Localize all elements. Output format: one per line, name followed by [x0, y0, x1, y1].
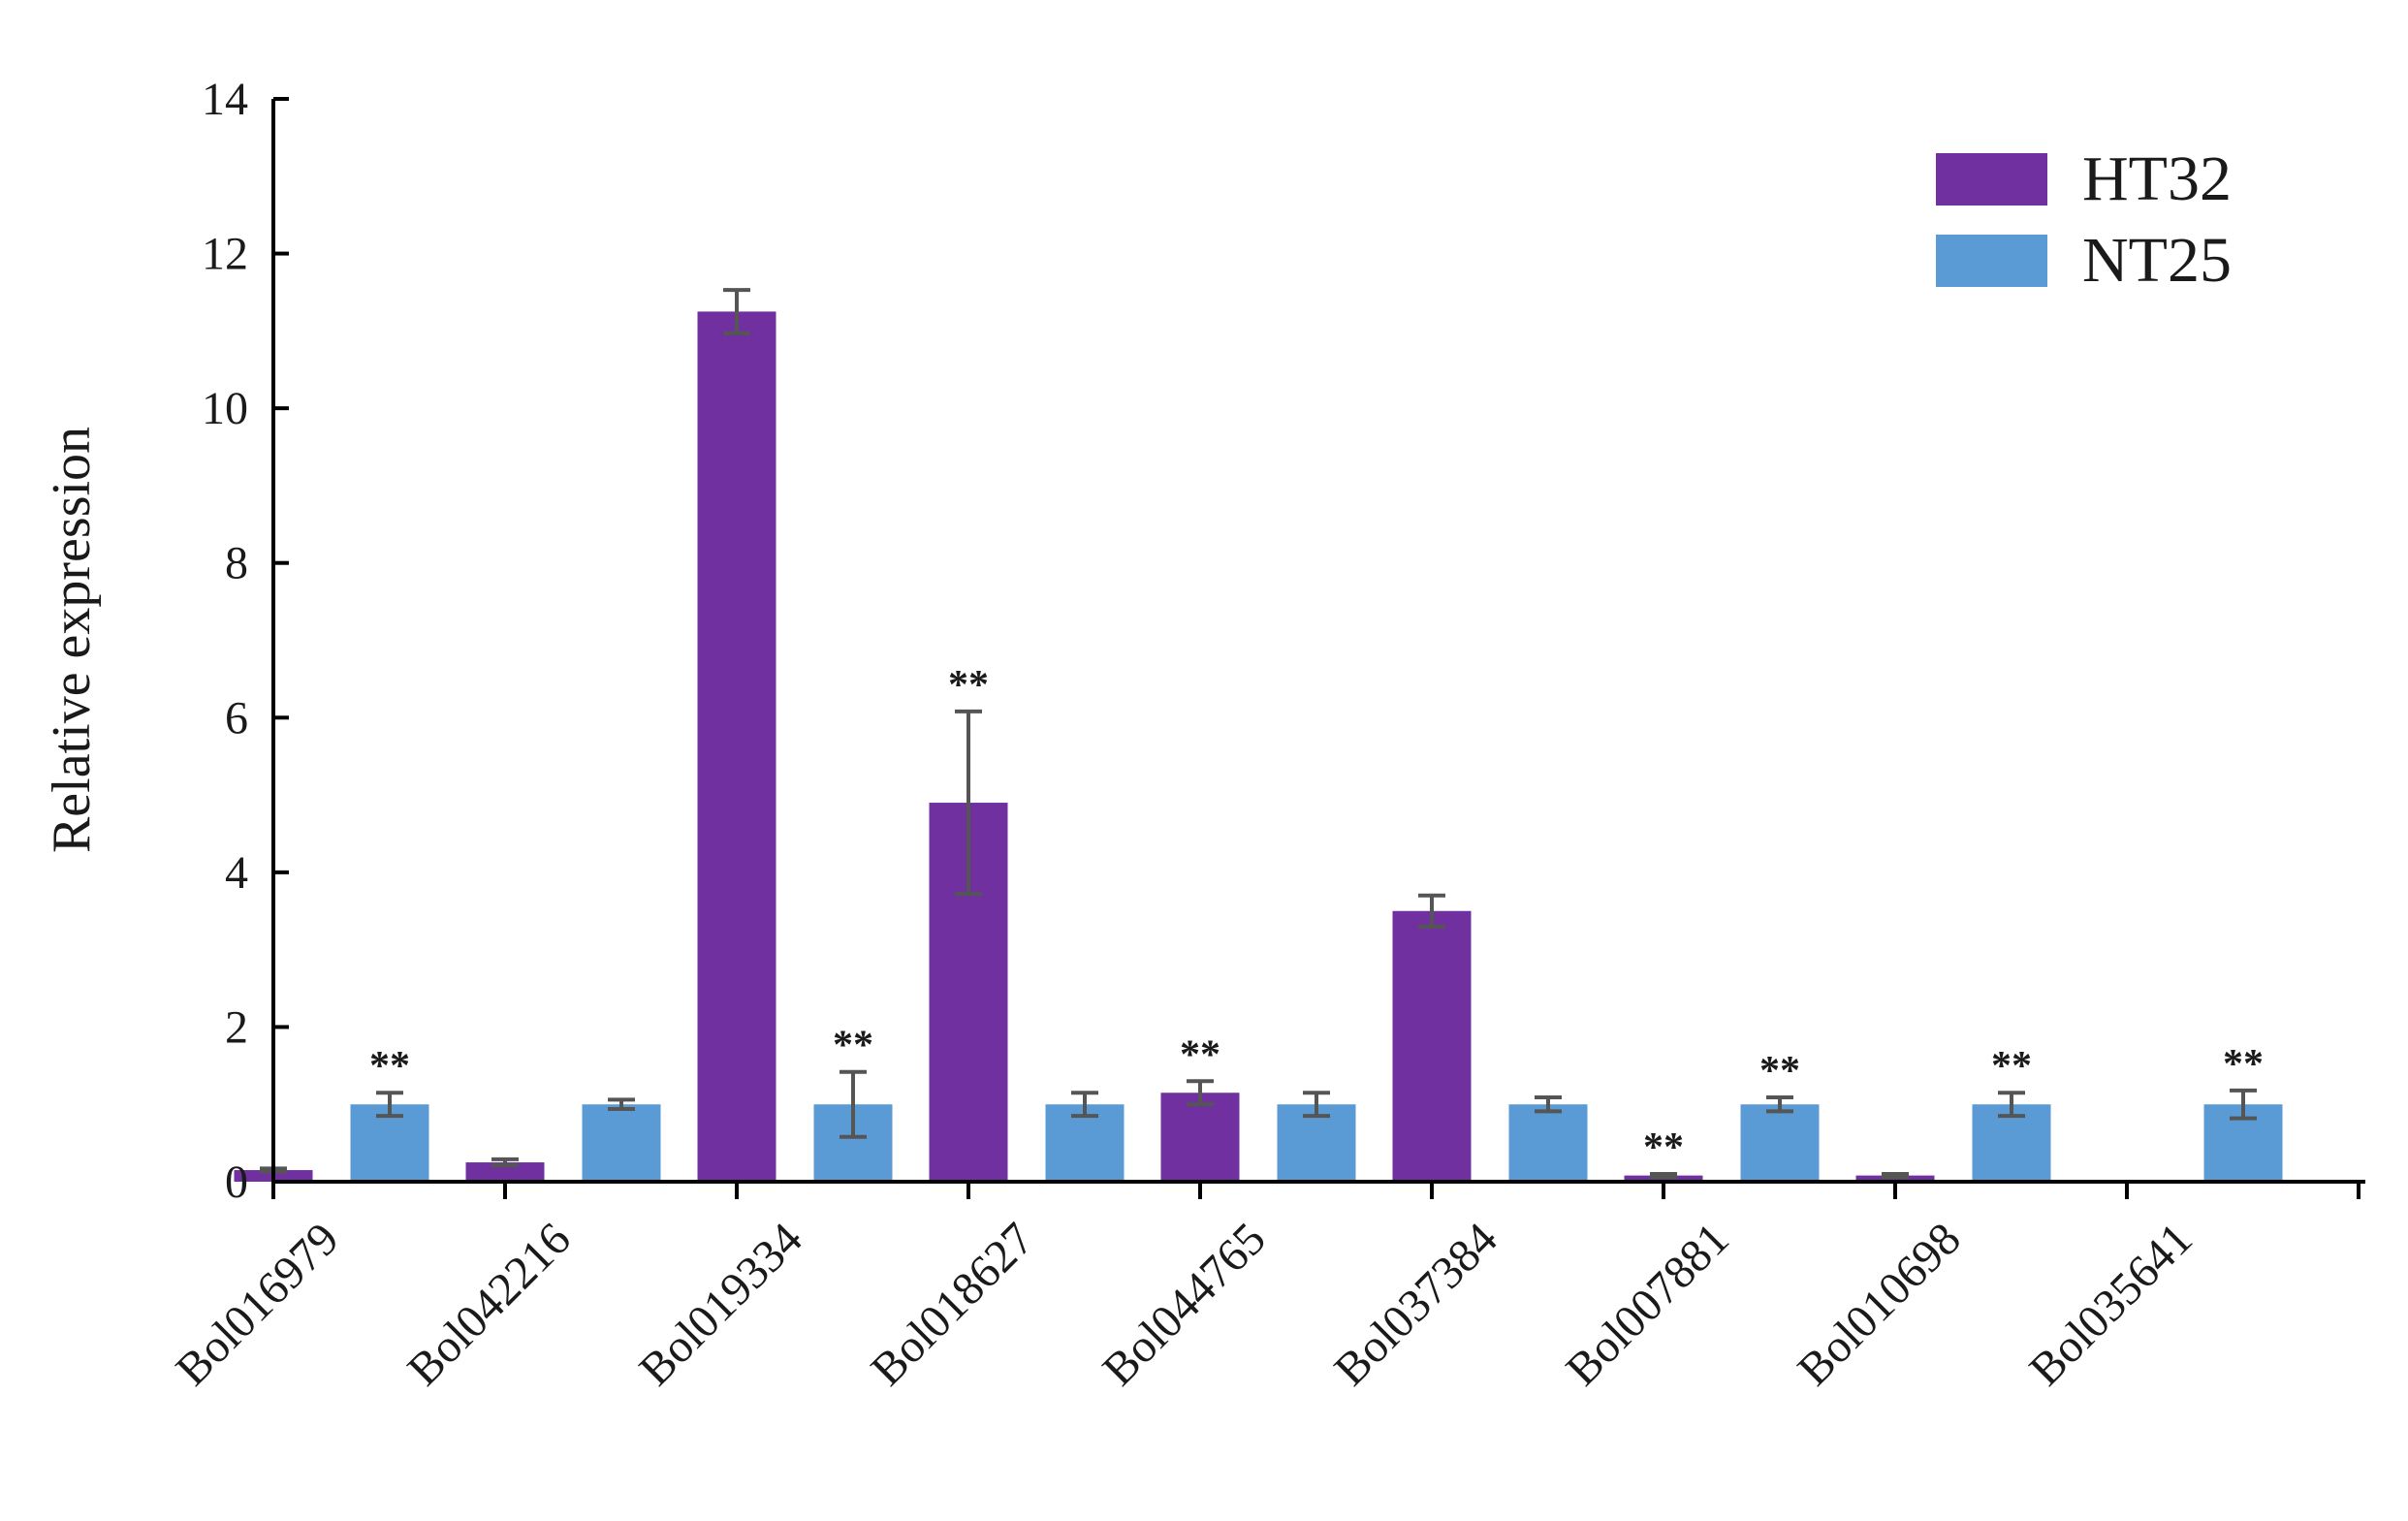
bar-nt25-bol007881: [1740, 1104, 1820, 1182]
y-tick-label: 4: [225, 847, 248, 899]
legend-swatch-ht32: [1936, 153, 2047, 206]
y-tick-label: 8: [225, 538, 248, 589]
legend-label-nt25: NT25: [2082, 225, 2232, 296]
significance-marker: **: [1991, 1044, 2032, 1089]
y-axis-title: Relative expression: [42, 427, 102, 853]
x-category-label: Bol042216: [397, 1213, 580, 1395]
x-ticks-layer: Bol016979 Bol042216 Bol019334 Bol018627 Bol0…: [166, 1182, 2360, 1396]
x-category-label: Bol035641: [2019, 1213, 2202, 1395]
x-category-label: Bol044765: [1093, 1213, 1275, 1395]
x-category-label: Bol007881: [1556, 1213, 1738, 1395]
significance-marker: **: [948, 663, 989, 708]
significance-marker: **: [369, 1044, 410, 1089]
x-category-label: Bol018627: [861, 1213, 1043, 1395]
significance-marker: **: [1643, 1125, 1684, 1170]
x-category-label: Bol016979: [166, 1213, 348, 1395]
bar-ht32-bol019334: [697, 311, 776, 1182]
significance-layer: ** ** ** ** ** ** ** **: [369, 663, 2264, 1170]
bar-nt25-bol037384: [1508, 1104, 1588, 1182]
significance-marker: **: [1180, 1032, 1220, 1077]
legend: HT32 NT25: [1936, 143, 2232, 296]
bar-nt25-bol042216: [582, 1104, 661, 1182]
x-category-label: Bol019334: [629, 1213, 811, 1395]
legend-label-ht32: HT32: [2082, 143, 2232, 214]
bar-ht32-bol042216: [465, 1162, 545, 1182]
axes-layer: [271, 99, 2365, 1184]
y-tick-label: 10: [202, 383, 248, 434]
x-category-label: Bol010698: [1788, 1213, 1970, 1395]
x-category-label: Bol037384: [1324, 1213, 1506, 1395]
y-tick-label: 14: [202, 74, 248, 125]
legend-swatch-nt25: [1936, 235, 2047, 287]
bar-ht32-bol037384: [1392, 910, 1472, 1182]
y-ticks-layer: 0 2 4 6 8 10 12 14: [202, 74, 289, 1208]
y-tick-label: 0: [225, 1157, 248, 1208]
error-bars-layer: [260, 288, 2257, 1180]
significance-marker: **: [2223, 1042, 2264, 1087]
y-tick-label: 12: [202, 229, 248, 280]
bar-ht32-bol044765: [1160, 1093, 1240, 1182]
significance-marker: **: [833, 1024, 873, 1068]
bars-layer: [234, 311, 2283, 1182]
y-tick-label: 2: [225, 1001, 248, 1053]
y-tick-label: 6: [225, 692, 248, 744]
significance-marker: **: [1759, 1049, 1800, 1093]
